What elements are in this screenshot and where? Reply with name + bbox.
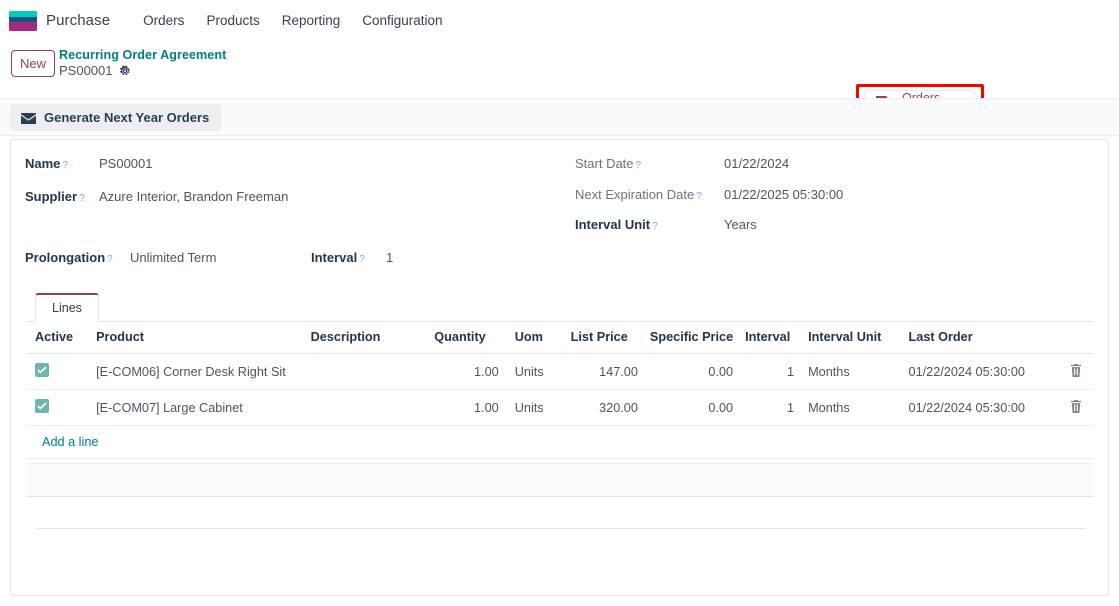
trash-icon[interactable]	[1070, 363, 1082, 377]
column-header-actions	[1057, 322, 1094, 354]
column-header-active[interactable]: Active	[26, 322, 87, 354]
column-header-list-price[interactable]: List Price	[564, 322, 644, 354]
cell-interval-unit: Months	[800, 353, 901, 390]
breadcrumb-record-name: PS00001	[59, 63, 113, 79]
field-supplier-value-wrap[interactable]: Azure Interior, Brandon Freeman	[99, 189, 288, 204]
order-lines-table: Active Product Description Quantity Uom …	[26, 322, 1094, 459]
table-row[interactable]: [E-COM07] Large Cabinet 1.00 Units 320.0…	[26, 389, 1094, 426]
field-interval-unit: Interval Unit ?	[575, 217, 658, 232]
field-name-value: PS00001	[99, 156, 153, 171]
field-interval-label: Interval	[311, 250, 358, 265]
sheet-divider	[37, 528, 1085, 529]
table-header-row: Active Product Description Quantity Uom …	[26, 322, 1094, 354]
column-header-product[interactable]: Product	[86, 322, 305, 354]
field-start-date-label: Start Date	[575, 156, 634, 171]
nav-menu-configuration[interactable]: Configuration	[362, 13, 443, 28]
cell-active	[26, 389, 87, 426]
breadcrumb-parent-link[interactable]: Recurring Order Agreement	[59, 48, 227, 62]
field-name-value-wrap[interactable]: PS00001	[99, 156, 153, 171]
field-start-date-value-wrap[interactable]: 01/22/2024	[724, 156, 789, 171]
field-prolongation-value: Unlimited Term	[130, 250, 217, 265]
nav-menu-products[interactable]: Products	[206, 13, 260, 28]
field-interval-value: 1	[386, 250, 394, 265]
field-supplier-value: Azure Interior, Brandon Freeman	[99, 189, 289, 204]
cell-uom: Units	[504, 389, 565, 426]
column-header-last-order[interactable]: Last Order	[900, 322, 1058, 354]
column-header-interval[interactable]: Interval	[739, 322, 801, 354]
field-supplier-label: Supplier	[25, 189, 78, 204]
cell-description	[304, 389, 429, 426]
column-header-interval-unit[interactable]: Interval Unit	[800, 322, 901, 354]
field-start-date: Start Date ?	[575, 156, 642, 171]
cell-delete	[1057, 353, 1094, 390]
generate-next-year-orders-button[interactable]: Generate Next Year Orders	[10, 104, 222, 131]
column-header-description[interactable]: Description	[304, 322, 429, 354]
cell-list-price: 320.00	[564, 389, 644, 426]
cell-quantity: 1.00	[428, 389, 505, 426]
cell-last-order: 01/22/2024 05:30:00	[900, 353, 1058, 390]
form-sheet: Name ? PS00001 Supplier ? Azure Interior…	[10, 139, 1109, 596]
breadcrumb: Recurring Order Agreement PS00001	[59, 48, 226, 79]
field-name: Name ?	[25, 156, 68, 171]
field-next-expiration-date-value-wrap[interactable]: 01/22/2025 05:30:00	[724, 187, 843, 202]
field-prolongation: Prolongation ?	[25, 250, 113, 265]
column-header-specific-price[interactable]: Specific Price	[643, 322, 740, 354]
field-prolongation-label: Prolongation	[25, 250, 106, 265]
cell-quantity: 1.00	[428, 353, 505, 390]
cell-interval: 1	[739, 353, 801, 390]
action-bar: Generate Next Year Orders	[0, 98, 1119, 136]
field-interval-unit-value: Years	[724, 217, 757, 232]
active-checkbox[interactable]	[35, 399, 49, 413]
cell-description	[304, 353, 429, 390]
field-next-expiration-date-value: 01/22/2025 05:30:00	[724, 187, 844, 202]
trash-icon[interactable]	[1070, 399, 1082, 413]
field-interval-unit-label: Interval Unit	[575, 217, 651, 232]
nav-menu-orders[interactable]: Orders	[143, 13, 185, 28]
field-interval-unit-value-wrap[interactable]: Years	[724, 217, 757, 232]
add-line-row: Add a line	[26, 425, 1094, 459]
add-line-cell: Add a line	[26, 425, 1094, 459]
field-interval-value-wrap[interactable]: 1	[386, 250, 393, 265]
cell-interval-unit: Months	[800, 389, 901, 426]
field-start-date-value: 01/22/2024	[724, 156, 790, 171]
cell-interval: 1	[739, 389, 801, 426]
field-supplier: Supplier ?	[25, 189, 85, 204]
field-next-expiration-date-label: Next Expiration Date	[575, 187, 695, 202]
column-header-uom[interactable]: Uom	[504, 322, 565, 354]
field-interval: Interval ?	[311, 250, 365, 265]
new-record-button[interactable]: New	[11, 50, 56, 77]
active-checkbox[interactable]	[35, 363, 49, 377]
purchase-app-logo-icon	[9, 10, 37, 31]
field-name-label: Name	[25, 156, 61, 171]
table-row[interactable]: [E-COM06] Corner Desk Right Sit 1.00 Uni…	[26, 353, 1094, 390]
gear-icon[interactable]	[119, 65, 131, 77]
generate-next-year-orders-label: Generate Next Year Orders	[44, 110, 210, 125]
cell-specific-price: 0.00	[643, 353, 740, 390]
cell-product: [E-COM06] Corner Desk Right Sit	[86, 353, 305, 390]
add-a-line-link[interactable]: Add a line	[42, 435, 99, 449]
control-panel: New Recurring Order Agreement PS00001 Or…	[0, 41, 1119, 129]
cell-product: [E-COM07] Large Cabinet	[86, 389, 305, 426]
cell-uom: Units	[504, 353, 565, 390]
column-header-quantity[interactable]: Quantity	[428, 322, 505, 354]
cell-active	[26, 353, 87, 390]
tab-lines[interactable]: Lines	[35, 293, 99, 322]
cell-list-price: 147.00	[564, 353, 644, 390]
notebook-tab-bar: Lines	[26, 293, 1094, 322]
field-prolongation-value-wrap[interactable]: Unlimited Term	[130, 250, 216, 265]
nav-menu-reporting[interactable]: Reporting	[281, 13, 341, 28]
top-navbar: Purchase Orders Products Reporting Confi…	[0, 0, 1119, 41]
cell-delete	[1057, 389, 1094, 426]
envelope-icon	[21, 112, 36, 124]
app-title[interactable]: Purchase	[46, 12, 111, 29]
cell-specific-price: 0.00	[643, 389, 740, 426]
table-filler-band	[26, 463, 1094, 497]
field-next-expiration-date: Next Expiration Date ?	[575, 187, 702, 202]
breadcrumb-current-record: PS00001	[59, 64, 226, 79]
cell-last-order: 01/22/2024 05:30:00	[900, 389, 1058, 426]
